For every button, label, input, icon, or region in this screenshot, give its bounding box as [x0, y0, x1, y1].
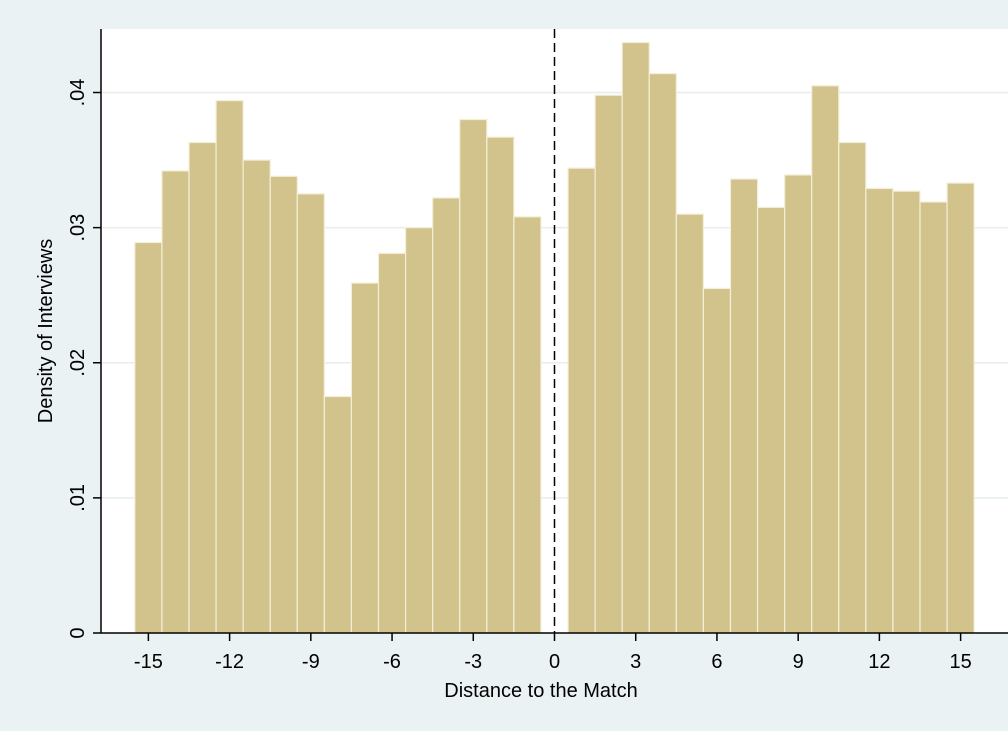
bar	[702, 287, 732, 634]
y-axis-title: Density of Interviews	[35, 239, 57, 424]
bar	[919, 201, 948, 634]
bar	[946, 182, 975, 634]
bar	[215, 100, 244, 634]
x-tick-label: -6	[383, 651, 401, 673]
bar	[756, 206, 786, 634]
bar	[350, 282, 380, 634]
bar	[404, 227, 434, 634]
bar	[811, 85, 840, 634]
x-tick-label: -9	[302, 651, 320, 673]
y-tick-label: .03	[67, 214, 89, 242]
bar	[188, 141, 217, 634]
y-tick-label: .02	[67, 349, 89, 377]
bar	[323, 395, 353, 634]
bar	[486, 136, 515, 634]
x-tick-label: 0	[549, 651, 560, 673]
bar	[648, 72, 677, 634]
x-tick-label: -15	[134, 651, 163, 673]
bar	[892, 190, 921, 634]
bar	[269, 175, 298, 634]
bar	[594, 94, 623, 634]
x-tick-label: 3	[630, 651, 641, 673]
y-tick-label: .01	[67, 484, 89, 512]
bar	[675, 213, 705, 634]
bar	[242, 159, 271, 634]
y-tick-label: .04	[67, 79, 89, 107]
x-tick-label: 6	[711, 651, 722, 673]
bar	[296, 193, 325, 634]
x-tick-label: -12	[215, 651, 244, 673]
bar	[459, 118, 488, 634]
bar	[621, 41, 650, 634]
bar	[134, 241, 163, 634]
bar	[729, 178, 759, 634]
x-axis-title: Distance to the Match	[444, 680, 637, 702]
x-tick-label: 9	[793, 651, 804, 673]
bar	[377, 252, 407, 634]
x-tick-label: 15	[949, 651, 971, 673]
bar	[432, 197, 461, 634]
x-tick-label: 12	[868, 651, 890, 673]
x-axis-ticks: -15 -12 -9 -6 -3 0 3 6 9 12 15	[134, 633, 972, 673]
bar	[161, 170, 190, 634]
bars	[134, 41, 975, 634]
bar	[567, 167, 596, 634]
bar	[513, 216, 542, 634]
y-axis-ticks: 0 .01 .02 .03 .04	[67, 79, 101, 639]
bar	[865, 187, 894, 634]
x-tick-label: -3	[464, 651, 482, 673]
y-tick-label: 0	[67, 627, 89, 638]
bar	[838, 141, 867, 634]
bar	[784, 174, 813, 634]
